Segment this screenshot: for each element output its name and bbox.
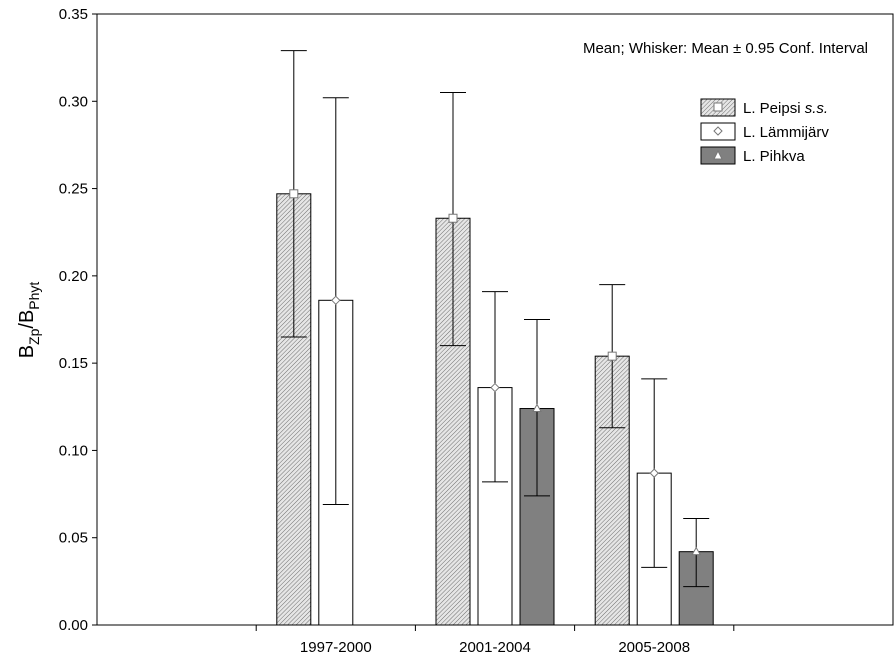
y-tick-label: 0.25: [59, 181, 88, 198]
legend-marker-pihkva: [713, 149, 723, 160]
y-tick-label: 0.20: [59, 268, 88, 285]
y-axis-label-sub2: Phyt: [26, 282, 42, 310]
axes: 0.00 0.05 0.10 0.15 0.20 0.25 0.30 0.35 1997-200…: [59, 6, 735, 656]
y-tick-label: 0.10: [59, 442, 88, 459]
mean-marker: [331, 295, 341, 306]
legend-label-pihkva: L. Pihkva: [743, 148, 805, 165]
y-axis-label: BZp/BPhyt: [16, 282, 42, 359]
x-category-label: 2001-2004: [459, 639, 531, 656]
mean-marker: [649, 468, 659, 478]
bar: [519, 408, 555, 626]
y-tick-label: 0.15: [59, 355, 88, 372]
mean-marker: [490, 382, 500, 393]
x-category-label: 1997-2000: [300, 639, 372, 656]
y-axis-label-main: B: [16, 345, 38, 358]
y-tick-label: 0.30: [59, 93, 88, 110]
annotation: Mean; Whisker: Mean ± 0.95 Conf. Interva…: [583, 40, 868, 57]
mean-marker: [691, 546, 702, 556]
y-tick-label: 0.05: [59, 530, 88, 547]
legend-marker-lammijarv: [713, 126, 723, 136]
x-category-label: 2005-2008: [618, 639, 690, 656]
mean-marker: [607, 351, 617, 361]
y-tick-label: 0.00: [59, 617, 88, 634]
legend-label-lammijarv: L. Lämmijärv: [743, 124, 829, 141]
y-axis-label-sub1: Zp: [26, 328, 42, 345]
legend: L. Peipsi s.s. L. Lämmijärv L. Pihkva: [700, 98, 829, 165]
mean-marker: [532, 403, 542, 413]
mean-marker: [289, 189, 299, 199]
mean-markers: [289, 189, 702, 556]
legend-marker-peipsi: [713, 102, 723, 112]
y-tick-label: 0.35: [59, 6, 88, 23]
svg-text:BZp/BPhyt: BZp/BPhyt: [16, 282, 42, 359]
y-axis-label-mid: /B: [16, 310, 38, 329]
legend-label-peipsi: L. Peipsi s.s.: [743, 100, 828, 117]
mean-marker: [448, 213, 458, 223]
